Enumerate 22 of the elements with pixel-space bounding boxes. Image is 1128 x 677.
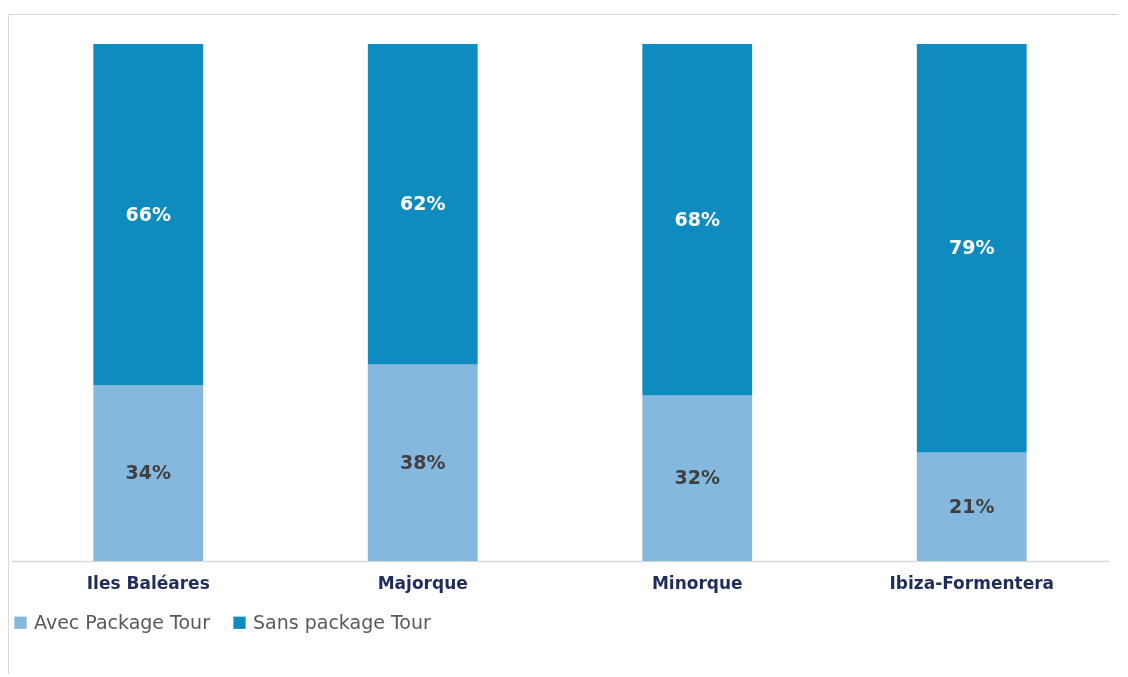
- data-label: 34%: [125, 461, 171, 484]
- legend-label: Sans package Tour: [253, 610, 431, 633]
- bar: [916, 44, 1027, 453]
- data-label: 66%: [125, 202, 171, 225]
- data-label: 38%: [400, 450, 446, 473]
- x-tick-label: Iles Baléares: [86, 572, 210, 593]
- data-label: 62%: [400, 192, 446, 215]
- bar: [367, 364, 478, 561]
- legend-label: Avec Package Tour: [34, 610, 211, 633]
- bar: [93, 385, 204, 561]
- bar: [916, 452, 1027, 561]
- bar: [642, 44, 753, 396]
- bar: [642, 395, 753, 561]
- data-label: 32%: [674, 466, 720, 489]
- data-label: 68%: [674, 207, 720, 230]
- bar: [93, 44, 204, 386]
- data-label: 79%: [949, 236, 995, 259]
- bar: [367, 44, 478, 365]
- data-label: 21%: [949, 494, 995, 517]
- x-tick-label: Minorque: [651, 572, 743, 593]
- x-tick-label: Majorque: [377, 572, 468, 593]
- x-tick-label: Ibiza-Formentera: [889, 572, 1055, 593]
